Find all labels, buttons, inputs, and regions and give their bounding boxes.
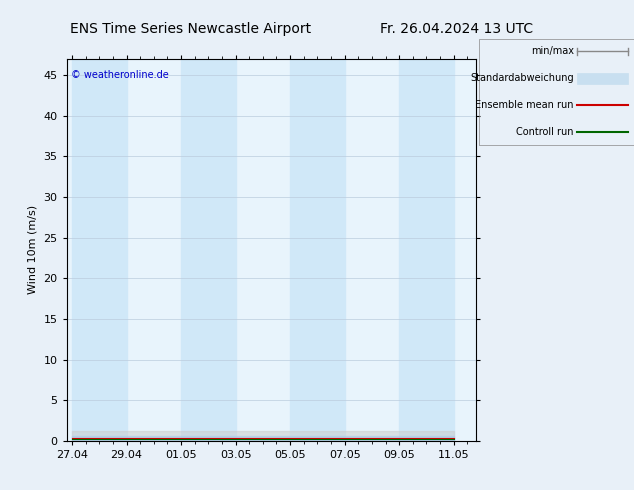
Bar xyxy=(399,59,454,441)
Text: © weatheronline.de: © weatheronline.de xyxy=(70,70,169,80)
Text: min/max: min/max xyxy=(531,47,574,56)
Text: Fr. 26.04.2024 13 UTC: Fr. 26.04.2024 13 UTC xyxy=(380,22,533,36)
Bar xyxy=(181,59,236,441)
Bar xyxy=(290,59,345,441)
Text: ENS Time Series Newcastle Airport: ENS Time Series Newcastle Airport xyxy=(70,22,311,36)
Text: Ensemble mean run: Ensemble mean run xyxy=(476,100,574,110)
Text: Standardabweichung: Standardabweichung xyxy=(470,74,574,83)
Y-axis label: Wind 10m (m/s): Wind 10m (m/s) xyxy=(28,205,38,294)
Bar xyxy=(72,59,127,441)
Text: Controll run: Controll run xyxy=(516,127,574,137)
